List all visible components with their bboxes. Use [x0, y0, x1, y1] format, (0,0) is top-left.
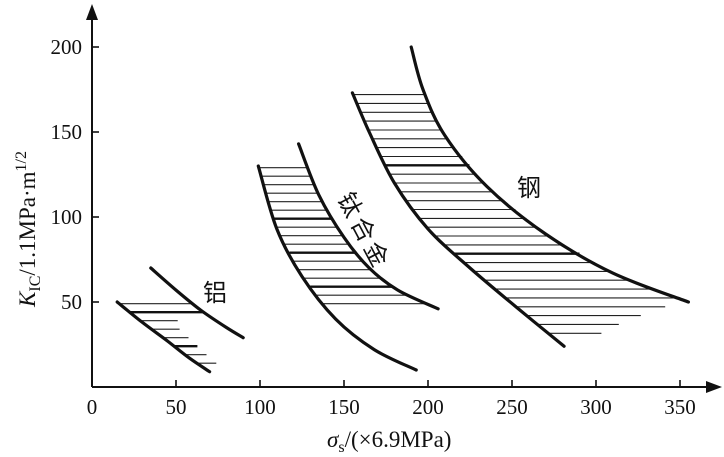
- x-tick-label: 0: [87, 395, 98, 419]
- x-tick-label: 350: [664, 395, 696, 419]
- band-2: [256, 142, 440, 372]
- x-tick-label: 250: [496, 395, 528, 419]
- x-axis-subscript: s: [338, 439, 344, 456]
- x-tick-label: 100: [244, 395, 276, 419]
- series-label-3: 钢: [517, 174, 541, 202]
- x-axis-title: σs/(×6.9MPa): [327, 427, 451, 456]
- y-tick-label: 100: [51, 205, 83, 229]
- y-axis-symbol: K: [15, 290, 40, 308]
- y-axis-title: KIC/1.1MPa·m1/2: [13, 151, 44, 308]
- x-tick-label: 150: [328, 395, 360, 419]
- x-tick-label: 300: [580, 395, 612, 419]
- bands: [115, 45, 690, 374]
- band-upper-edge: [409, 45, 690, 304]
- y-axis-subscript: IC: [27, 276, 44, 292]
- band-3: [350, 45, 690, 348]
- x-tick-label: 50: [166, 395, 187, 419]
- x-axis-arrow-icon: [706, 381, 722, 393]
- x-axis-unit: /(×6.9MPa): [345, 427, 452, 452]
- y-tick-label: 150: [51, 120, 83, 144]
- band-upper-edge: [149, 266, 245, 340]
- band-lower-edge: [350, 91, 566, 348]
- band-upper-edge: [297, 142, 440, 311]
- band-lower-edge: [115, 300, 212, 374]
- series-label-1: 铝: [203, 279, 227, 307]
- y-tick-label: 200: [51, 35, 83, 59]
- y-axis-superscript: 1/2: [13, 151, 30, 171]
- axes: 0 50 100 150 200 250 300 350 50 100 150 200: [51, 4, 722, 419]
- x-axis-symbol: σ: [327, 427, 340, 452]
- y-tick-label: 50: [61, 290, 82, 314]
- y-axis-unit: /1.1MPa·m: [15, 171, 40, 275]
- x-tick-label: 200: [412, 395, 444, 419]
- y-axis-arrow-icon: [86, 4, 98, 20]
- band-1: [115, 266, 245, 374]
- band-lower-edge: [256, 164, 418, 372]
